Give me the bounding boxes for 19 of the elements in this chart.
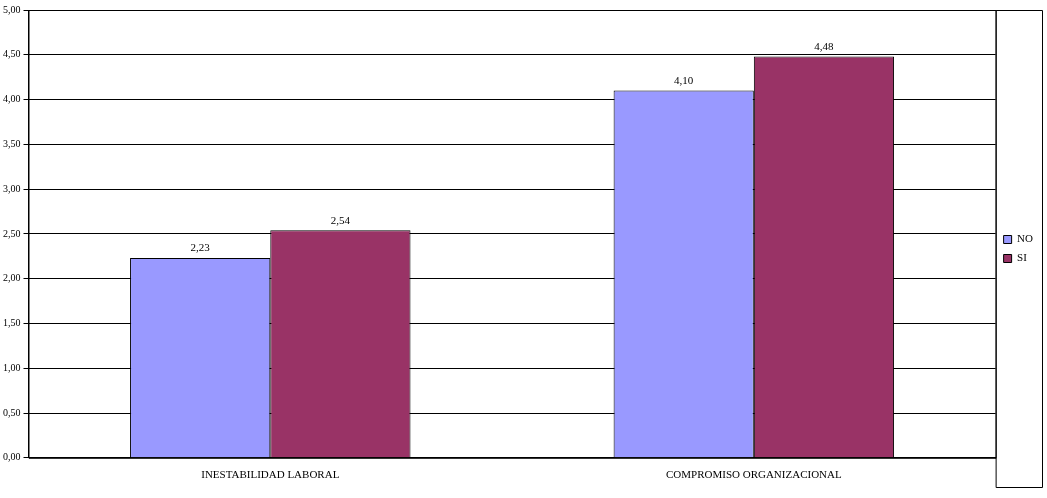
- y-tick-label: 0,50: [3, 406, 21, 418]
- data-label: 4,48: [814, 39, 835, 52]
- y-tick-label: 4,50: [3, 48, 21, 60]
- y-tick-label: 1,00: [3, 361, 21, 373]
- y-tick-label: 0,00: [3, 451, 21, 463]
- y-tick-label: 1,50: [3, 317, 21, 329]
- y-tick-label: 3,50: [3, 137, 21, 149]
- legend-label: SI: [1017, 251, 1028, 264]
- data-label: 2,23: [190, 241, 211, 254]
- legend-label: NO: [1017, 232, 1034, 245]
- data-label: 2,54: [330, 213, 351, 226]
- x-tick-label: COMPROMISO ORGANIZACIONAL: [665, 468, 842, 481]
- y-tick-label: 2,50: [3, 227, 21, 239]
- x-tick-label: INESTABILIDAD LABORAL: [201, 468, 340, 481]
- y-tick-label: 2,00: [3, 272, 21, 284]
- y-tick-label: 4,00: [3, 93, 21, 105]
- y-tick-label: 5,00: [3, 3, 21, 15]
- data-label: 4,10: [674, 73, 694, 86]
- y-tick-label: 3,00: [3, 182, 21, 194]
